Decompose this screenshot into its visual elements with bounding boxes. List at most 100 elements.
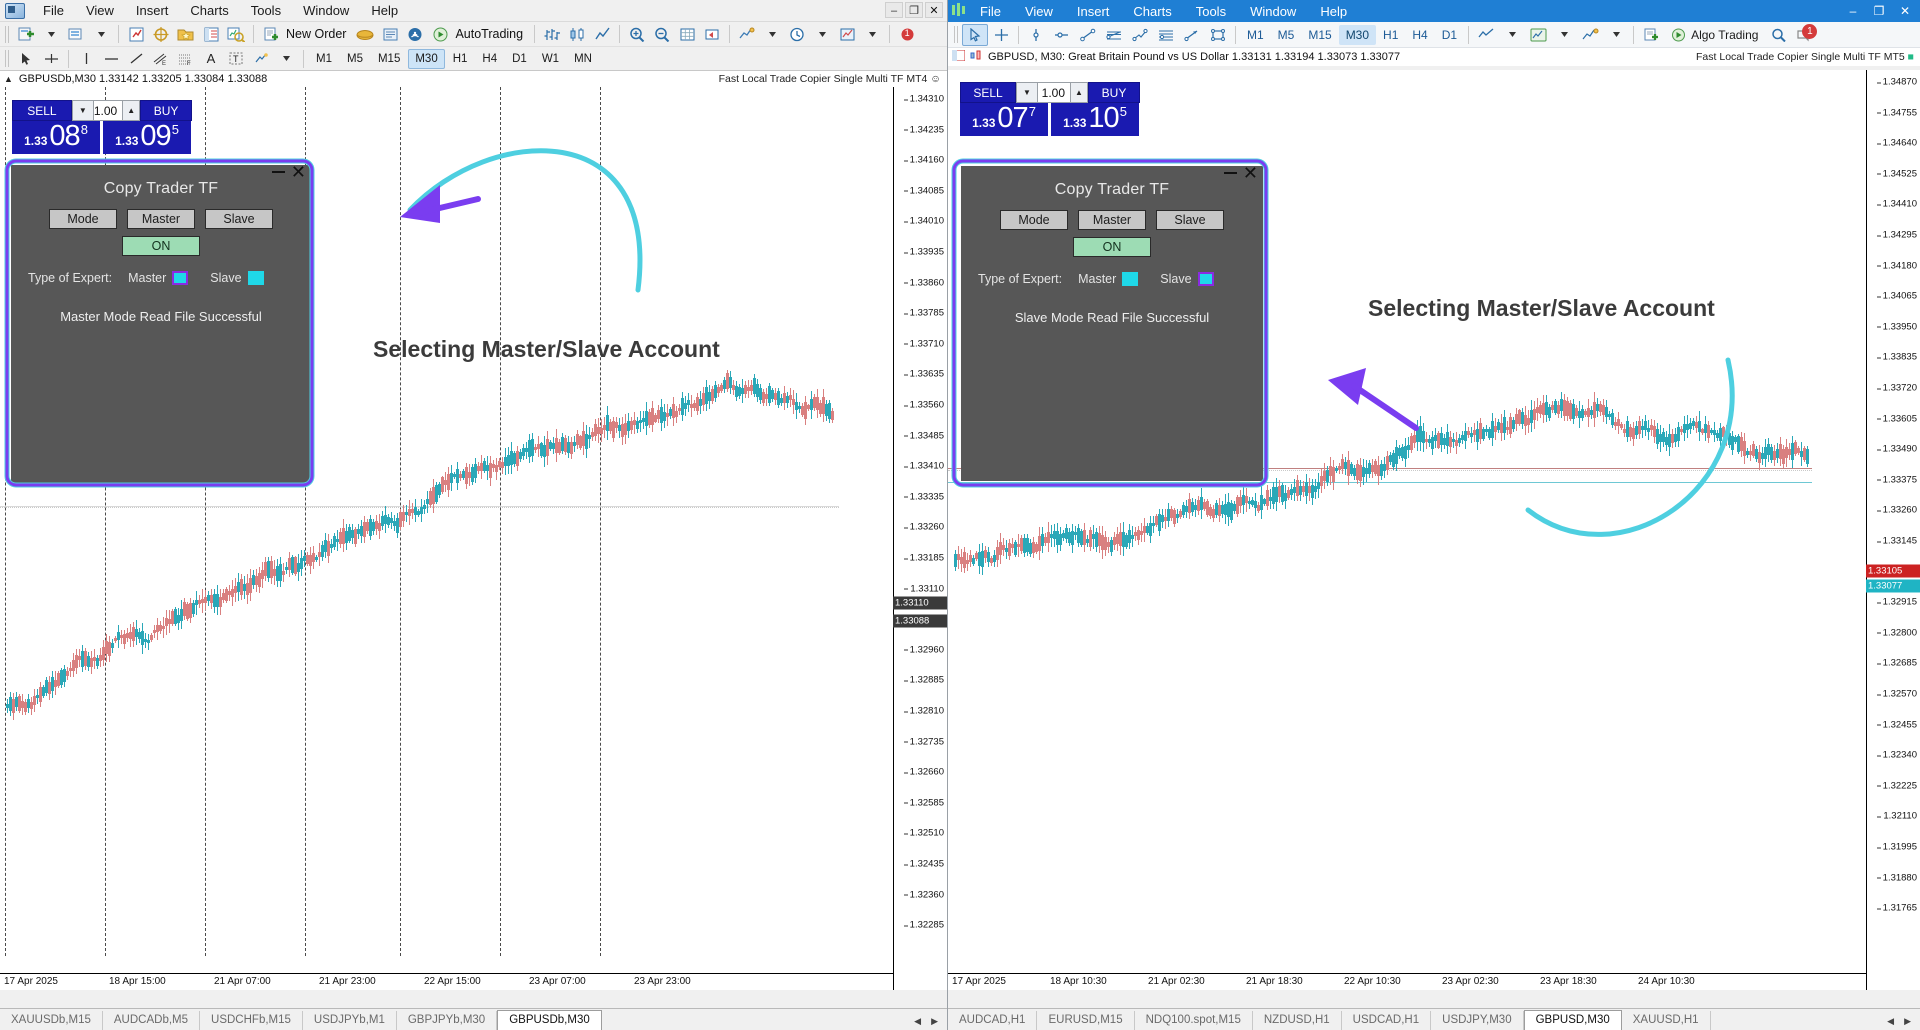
mt5-tf-m1[interactable]: M1	[1247, 27, 1264, 42]
fibonacci-icon[interactable]: F	[174, 48, 198, 69]
mt4-restore-button[interactable]: ❐	[905, 2, 923, 18]
autotrading-label[interactable]: AutoTrading	[455, 27, 524, 41]
mt5-vertical-line-icon[interactable]	[1023, 24, 1049, 46]
mt5-tab-xauusd-h1[interactable]: XAUUSD,H1	[1622, 1011, 1711, 1030]
mt5-new-order-icon[interactable]	[1638, 24, 1664, 46]
mt5-buy-button[interactable]: BUY	[1088, 82, 1140, 103]
mt4-menu-view[interactable]: View	[85, 3, 114, 18]
mt4-one-click-trading[interactable]: SELL ▼ 1.00 ▲ BUY 1.33 08 8 1.33 09 5	[12, 100, 192, 154]
mt4-slave-button[interactable]: Slave	[205, 209, 273, 229]
mt5-indicators-icon[interactable]	[1577, 24, 1603, 46]
mt4-buy-button[interactable]: BUY	[140, 100, 192, 121]
toolbar-grip[interactable]	[5, 25, 10, 43]
toolbar-grip-2[interactable]	[5, 50, 10, 67]
mt4-tf-h4[interactable]: H4	[482, 52, 498, 65]
mt4-minimize-button[interactable]: –	[885, 2, 903, 18]
mt5-menu-window[interactable]: Window	[1250, 3, 1297, 19]
mt5-tab-eurusd-m15[interactable]: EURUSD,M15	[1037, 1011, 1135, 1030]
text-icon[interactable]: A	[206, 51, 216, 66]
close-icon[interactable]: ✕	[1242, 163, 1258, 183]
mt4-tab-audcadb-m5[interactable]: AUDCADb,M5	[103, 1011, 201, 1030]
market-watch-icon[interactable]	[124, 24, 148, 45]
new-order-label[interactable]: New Order	[286, 27, 347, 41]
mt5-one-click-trading[interactable]: SELL ▼ 1.00 ▲ BUY 1.33 07 7 1.33 10 5	[960, 82, 1140, 136]
mt5-sell-button[interactable]: SELL	[960, 82, 1016, 103]
mt4-master-button[interactable]: Master	[127, 209, 195, 229]
mt5-chart-type-dropdown-icon[interactable]	[1499, 24, 1525, 46]
mt4-slave-checkbox[interactable]	[247, 271, 264, 285]
mt4-menu-charts[interactable]: Charts	[190, 3, 229, 18]
mt4-menu-help[interactable]: Help	[371, 3, 399, 18]
mt5-cursor-icon[interactable]	[962, 23, 988, 46]
mt5-tf-m30[interactable]: M30	[1338, 24, 1377, 45]
tab-scroll-left-icon[interactable]: ◀	[1887, 1016, 1895, 1026]
mt4-tab-gbpjpyb-m30[interactable]: GBPJPYb,M30	[397, 1011, 498, 1030]
mt4-tab-usdjpyb-m1[interactable]: USDJPYb,M1	[303, 1011, 397, 1030]
mt5-slave-button[interactable]: Slave	[1156, 210, 1224, 230]
trendline-icon[interactable]	[124, 48, 148, 69]
mt4-tf-d1[interactable]: D1	[512, 52, 527, 65]
mt4-price-scale[interactable]: 1.34310 1.34235 1.34160 1.34085 1.34010 1.339…	[893, 87, 947, 990]
mt5-menu-charts[interactable]: Charts	[1133, 3, 1172, 19]
candle-chart-icon[interactable]	[565, 24, 589, 45]
mt4-menu-file[interactable]: File	[43, 3, 64, 18]
mt5-volume-input[interactable]: 1.00	[1038, 82, 1070, 103]
templates-dropdown-icon[interactable]	[860, 24, 884, 45]
mt4-volume-stepper-icon[interactable]: ▲	[122, 100, 141, 121]
arrows-dropdown-icon[interactable]	[274, 48, 298, 69]
auto-scroll-icon[interactable]	[700, 24, 724, 45]
mt5-templates-icon[interactable]	[1525, 24, 1551, 46]
mt4-menu-insert[interactable]: Insert	[135, 3, 169, 18]
periodicity-dropdown-icon[interactable]	[810, 24, 834, 45]
mt5-tab-usdjpy-m30[interactable]: USDJPY,M30	[1431, 1011, 1524, 1030]
mt5-chart-type-icon[interactable]	[1473, 24, 1499, 46]
signals-icon[interactable]	[403, 24, 427, 45]
mt5-menu-tools[interactable]: Tools	[1195, 3, 1227, 19]
tab-scroll-right-icon[interactable]: ▶	[931, 1016, 938, 1026]
mt5-master-button[interactable]: Master	[1078, 210, 1146, 230]
templates-icon[interactable]	[835, 24, 859, 45]
bar-chart-icon[interactable]	[540, 24, 564, 45]
mt5-volume-dropdown-icon[interactable]: ▼	[1016, 82, 1038, 103]
profiles-dropdown-icon[interactable]	[89, 24, 113, 45]
mt5-menu-help[interactable]: Help	[1320, 3, 1348, 19]
equidistant-channel-icon[interactable]: E	[149, 48, 173, 69]
mt4-on-toggle[interactable]: ON	[122, 236, 200, 256]
mt5-shapes-icon[interactable]	[1205, 24, 1231, 46]
mt5-notifications-icon[interactable]: 1	[1791, 23, 1818, 46]
terminal-icon[interactable]	[199, 24, 223, 45]
cursor-icon[interactable]	[14, 48, 38, 69]
mt5-volume-stepper-icon[interactable]: ▲	[1070, 82, 1088, 103]
mt5-copy-trader-panel[interactable]: ✕ Copy Trader TF Mode Master Slave ON Ty…	[961, 163, 1263, 481]
mt4-mode-button[interactable]: Mode	[49, 209, 117, 229]
mt5-tf-m15[interactable]: M15	[1308, 27, 1332, 42]
chart-dropdown-icon[interactable]	[39, 24, 63, 45]
new-chart-icon[interactable]	[14, 24, 38, 45]
mt5-pitchfork-icon[interactable]	[1127, 24, 1153, 46]
periodicity-icon[interactable]	[785, 24, 809, 45]
mt4-master-checkbox[interactable]	[172, 271, 189, 285]
mt4-tf-m5[interactable]: M5	[346, 52, 363, 65]
mt4-tab-usdchfb-m15[interactable]: USDCHFb,M15	[200, 1011, 303, 1030]
mt5-trendline-icon[interactable]	[1075, 24, 1101, 46]
mt5-price-scale[interactable]: 1.34870 1.34755 1.34640 1.34525 1.34410 1.342…	[1866, 70, 1920, 990]
close-icon[interactable]: ✕	[290, 162, 306, 182]
crosshair-icon[interactable]	[39, 48, 63, 69]
mt5-templates-dropdown-icon[interactable]	[1551, 24, 1577, 46]
mt5-restore-button[interactable]: ❐	[1873, 4, 1885, 18]
line-chart-icon[interactable]	[590, 24, 614, 45]
mt5-tf-m5[interactable]: M5	[1277, 27, 1295, 42]
mt5-tab-ndq100-spot-m15[interactable]: NDQ100.spot,M15	[1135, 1011, 1253, 1030]
mt5-on-toggle[interactable]: ON	[1073, 237, 1151, 257]
arrows-icon[interactable]	[249, 48, 273, 69]
mt5-toolbar-grip[interactable]	[954, 26, 959, 43]
mt5-menu-file[interactable]: File	[980, 3, 1001, 19]
mt4-tf-m15[interactable]: M15	[377, 52, 401, 65]
minimize-icon[interactable]	[272, 171, 285, 173]
mt5-horizontal-line-icon[interactable]	[1049, 24, 1075, 46]
mt5-menu-view[interactable]: View	[1024, 3, 1053, 19]
mt5-indicators-dropdown-icon[interactable]	[1603, 24, 1629, 46]
mt5-menu-insert[interactable]: Insert	[1076, 3, 1110, 19]
mt4-menu-window[interactable]: Window	[303, 3, 350, 18]
tab-scroll-right-icon[interactable]: ▶	[1904, 1016, 1911, 1026]
